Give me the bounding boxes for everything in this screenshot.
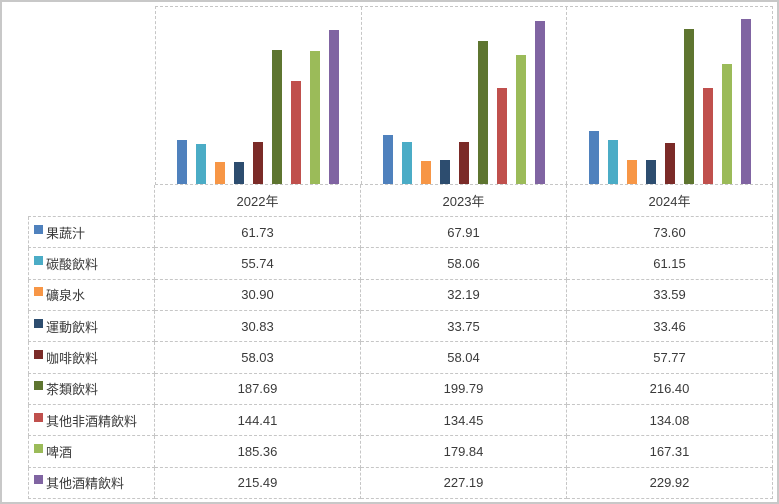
value-cell-運動飲料-2023年: 33.75 xyxy=(361,310,567,343)
series-name: 咖啡飲料 xyxy=(46,350,99,366)
series-label-茶類飲料: 茶類飲料 xyxy=(28,373,155,405)
bar-其他非酒精飲料-2024年[interactable] xyxy=(702,88,713,184)
bar-茶類飲料-2023年[interactable] xyxy=(478,41,488,184)
legend-key-icon xyxy=(34,412,43,422)
bar-運動飲料-2023年[interactable] xyxy=(440,160,450,184)
series-label-咖啡飲料: 咖啡飲料 xyxy=(28,342,155,374)
value-cell-茶類飲料-2023年: 199.79 xyxy=(361,373,567,405)
bar-碳酸飲料-2022年[interactable] xyxy=(196,144,207,184)
bar-其他酒精飲料-2022年[interactable] xyxy=(329,30,340,184)
bar-運動飲料-2022年[interactable] xyxy=(234,162,245,184)
category-group-2022年 xyxy=(156,7,362,184)
table-corner-cell xyxy=(28,185,155,217)
value-cell-果蔬汁-2023年: 67.91 xyxy=(361,217,567,249)
series-name: 其他酒精飲料 xyxy=(46,476,125,492)
legend-key-icon xyxy=(34,255,43,265)
legend-key-icon xyxy=(34,475,43,485)
bar-果蔬汁-2022年[interactable] xyxy=(177,140,188,184)
bar-果蔬汁-2023年[interactable] xyxy=(383,135,393,184)
bar-礦泉水-2022年[interactable] xyxy=(215,162,226,184)
category-group-2023年 xyxy=(362,7,568,184)
value-cell-果蔬汁-2024年: 73.60 xyxy=(567,217,773,249)
bar-咖啡飲料-2022年[interactable] xyxy=(253,142,264,184)
bar-茶類飲料-2022年[interactable] xyxy=(272,50,283,184)
bar-其他非酒精飲料-2022年[interactable] xyxy=(291,81,302,184)
value-cell-礦泉水-2023年: 32.19 xyxy=(361,279,567,311)
legend-key-icon xyxy=(34,349,43,359)
series-name: 碳酸飲料 xyxy=(46,256,99,272)
legend-key-icon xyxy=(34,443,43,453)
legend-key-icon xyxy=(34,381,43,391)
bar-果蔬汁-2024年[interactable] xyxy=(588,131,599,184)
value-cell-啤酒-2023年: 179.84 xyxy=(361,436,567,468)
bar-咖啡飲料-2023年[interactable] xyxy=(459,142,469,184)
series-label-其他酒精飲料: 其他酒精飲料 xyxy=(28,467,155,499)
value-cell-其他非酒精飲料-2024年: 134.08 xyxy=(567,404,773,437)
value-cell-啤酒-2022年: 185.36 xyxy=(155,436,361,468)
value-cell-其他非酒精飲料-2022年: 144.41 xyxy=(155,404,361,437)
bar-其他酒精飲料-2023年[interactable] xyxy=(535,21,545,184)
bar-運動飲料-2024年[interactable] xyxy=(645,160,656,184)
bar-碳酸飲料-2024年[interactable] xyxy=(607,140,618,184)
value-cell-礦泉水-2022年: 30.90 xyxy=(155,279,361,311)
value-cell-咖啡飲料-2023年: 58.04 xyxy=(361,342,567,374)
bar-其他非酒精飲料-2023年[interactable] xyxy=(497,88,507,184)
column-header-2024年: 2024年 xyxy=(567,185,773,217)
bar-礦泉水-2024年[interactable] xyxy=(626,160,637,184)
legend-key-icon xyxy=(34,224,43,234)
category-group-2024年 xyxy=(567,7,772,184)
value-cell-其他非酒精飲料-2023年: 134.45 xyxy=(361,404,567,437)
value-cell-其他酒精飲料-2023年: 227.19 xyxy=(361,467,567,499)
column-header-2022年: 2022年 xyxy=(155,185,361,217)
value-cell-咖啡飲料-2022年: 58.03 xyxy=(155,342,361,374)
value-cell-碳酸飲料-2024年: 61.15 xyxy=(567,248,773,280)
value-cell-啤酒-2024年: 167.31 xyxy=(567,436,773,468)
value-cell-運動飲料-2024年: 33.46 xyxy=(567,310,773,343)
column-header-2023年: 2023年 xyxy=(361,185,567,217)
data-table: 2022年 2023年 2024年果蔬汁 61.73 67.91 73.60 碳酸飲料 55.… xyxy=(28,185,773,499)
legend-key-icon xyxy=(34,287,43,297)
value-cell-碳酸飲料-2023年: 58.06 xyxy=(361,248,567,280)
series-label-運動飲料: 運動飲料 xyxy=(28,310,155,343)
bar-啤酒-2023年[interactable] xyxy=(516,55,526,184)
series-name: 啤酒 xyxy=(46,444,73,460)
value-cell-礦泉水-2024年: 33.59 xyxy=(567,279,773,311)
series-name: 茶類飲料 xyxy=(46,382,99,398)
bar-礦泉水-2023年[interactable] xyxy=(421,161,431,184)
value-cell-運動飲料-2022年: 30.83 xyxy=(155,310,361,343)
plot-area xyxy=(155,6,773,185)
series-name: 礦泉水 xyxy=(46,288,86,304)
value-cell-其他酒精飲料-2022年: 215.49 xyxy=(155,467,361,499)
series-label-啤酒: 啤酒 xyxy=(28,436,155,468)
bar-茶類飲料-2024年[interactable] xyxy=(683,29,694,184)
value-cell-果蔬汁-2022年: 61.73 xyxy=(155,217,361,249)
series-label-碳酸飲料: 碳酸飲料 xyxy=(28,248,155,280)
bar-其他酒精飲料-2024年[interactable] xyxy=(740,19,751,184)
value-cell-咖啡飲料-2024年: 57.77 xyxy=(567,342,773,374)
series-label-果蔬汁: 果蔬汁 xyxy=(28,217,155,249)
bar-碳酸飲料-2023年[interactable] xyxy=(402,142,412,184)
bar-啤酒-2022年[interactable] xyxy=(310,51,321,184)
series-name: 果蔬汁 xyxy=(46,225,86,241)
series-label-礦泉水: 礦泉水 xyxy=(28,279,155,311)
series-name: 運動飲料 xyxy=(46,319,99,335)
series-label-其他非酒精飲料: 其他非酒精飲料 xyxy=(28,404,155,437)
value-cell-碳酸飲料-2022年: 55.74 xyxy=(155,248,361,280)
value-cell-茶類飲料-2022年: 187.69 xyxy=(155,373,361,405)
value-cell-茶類飲料-2024年: 216.40 xyxy=(567,373,773,405)
series-name: 其他非酒精飲料 xyxy=(46,413,138,429)
bar-咖啡飲料-2024年[interactable] xyxy=(664,143,675,184)
value-cell-其他酒精飲料-2024年: 229.92 xyxy=(567,467,773,499)
bar-啤酒-2024年[interactable] xyxy=(721,64,732,184)
legend-key-icon xyxy=(34,318,43,328)
